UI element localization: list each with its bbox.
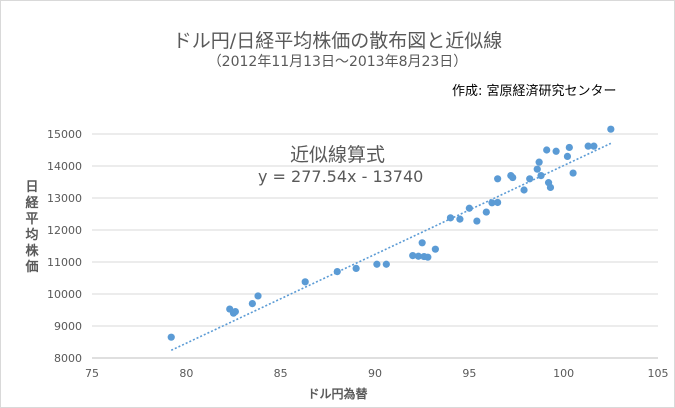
chart-subtitle: （2012年11月13日〜2013年8月23日） [207, 54, 468, 70]
data-point [552, 147, 560, 155]
y-tick-labels: 8000 9000 10000 11000 12000 13000 14000 15000 [47, 128, 82, 365]
data-point [526, 175, 534, 183]
x-tick-label: 100 [553, 367, 574, 380]
data-point [414, 252, 422, 260]
data-point [231, 308, 239, 316]
data-point [465, 204, 473, 212]
author-credit: 作成: 宮原経済研究センター [452, 84, 617, 99]
x-tick-label: 85 [274, 367, 288, 380]
data-point [473, 217, 481, 225]
trendline [170, 142, 612, 352]
data-point [565, 143, 573, 152]
chart-title: ドル円/日経平均株価の散布図と近似線 [172, 30, 503, 52]
data-point [409, 252, 417, 260]
data-point [248, 300, 256, 308]
data-point [546, 183, 555, 192]
data-point [431, 245, 439, 253]
data-point [424, 253, 432, 261]
data-point [563, 152, 572, 160]
x-tick-labels: 75 80 85 90 95 100 105 [85, 367, 669, 380]
annotation-equation: y = 277.54x - 13740 [258, 167, 424, 186]
data-point [535, 158, 543, 166]
data-point [607, 125, 615, 133]
y-tick-label: 14000 [47, 160, 82, 173]
x-tick-label: 75 [85, 367, 99, 380]
data-point [482, 208, 490, 216]
data-point [488, 199, 496, 207]
y-tick-label: 13000 [47, 192, 82, 205]
data-point [569, 169, 577, 177]
data-point [418, 239, 426, 247]
annotation-title: 近似線算式 [290, 144, 386, 166]
data-point [494, 198, 502, 207]
x-tick-label: 90 [368, 367, 382, 380]
data-points [167, 125, 615, 341]
data-point [509, 173, 517, 182]
y-tick-label: 11000 [47, 256, 82, 269]
data-point [494, 175, 502, 183]
data-point [533, 165, 541, 173]
data-point [446, 214, 455, 222]
data-point [456, 215, 464, 223]
y-tick-label: 10000 [47, 288, 82, 301]
data-point [543, 146, 551, 154]
x-axis-label: ドル円為替 [307, 387, 368, 401]
data-point [584, 142, 592, 150]
x-tick-label: 80 [179, 367, 193, 380]
y-tick-label: 12000 [47, 224, 82, 237]
y-axis-label: 日経平均株価 [25, 180, 39, 275]
y-tick-label: 9000 [54, 320, 82, 333]
data-point [301, 278, 309, 286]
data-point [590, 142, 598, 150]
y-tick-label: 8000 [54, 352, 82, 365]
data-point [520, 186, 528, 194]
data-point [333, 268, 341, 276]
y-tick-label: 15000 [47, 128, 82, 141]
data-point [537, 172, 545, 180]
data-point [352, 264, 360, 272]
data-point [254, 292, 262, 300]
data-point [373, 260, 381, 268]
data-point [167, 333, 175, 341]
data-point [382, 260, 390, 268]
x-tick-label: 95 [462, 367, 476, 380]
x-tick-label: 105 [648, 367, 669, 380]
